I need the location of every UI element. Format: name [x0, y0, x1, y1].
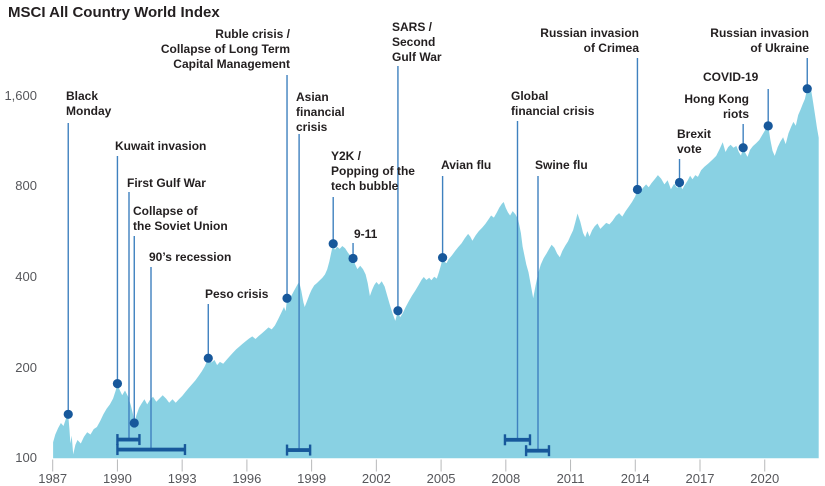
- event-label-9-11: 9-11: [354, 227, 378, 241]
- event-range-cap-swine-flu: [547, 445, 551, 457]
- event-dot-9-11: [348, 253, 358, 264]
- event-dot-avian-flu: [437, 252, 448, 263]
- event-label-90s-recession: 90’s recession: [149, 250, 232, 264]
- event-label-collapse-soviet-union: Collapse of the Soviet Union: [133, 204, 228, 233]
- event-dot-peso-crisis: [203, 353, 213, 363]
- event-range-bar-first-gulf-war: [117, 437, 140, 442]
- event-label-russian-invasion-crimea: Russian invasion of Crimea: [540, 26, 639, 55]
- event-dot-collapse-soviet-union: [129, 418, 139, 428]
- event-label-ruble-crisis-ltcm: Ruble crisis / Collapse of Long Term Capit…: [160, 27, 290, 71]
- event-label-hong-kong-riots: Hong Kong riots: [684, 92, 749, 121]
- event-dot-ruble-crisis-ltcm: [282, 293, 292, 303]
- event-label-black-monday: Black Monday: [66, 89, 112, 118]
- y-axis-label-800: 800: [15, 178, 37, 194]
- event-dot-covid-19: [763, 121, 773, 131]
- event-range-cap-first-gulf-war: [116, 434, 119, 446]
- y-axis-label-200: 200: [15, 359, 37, 375]
- event-dot-y2k-tech-bubble: [328, 239, 338, 249]
- y-axis-label-100: 100: [15, 450, 37, 466]
- event-range-bar-global-financial-crisis: [504, 437, 530, 442]
- x-axis-label-2002: 2002: [361, 471, 391, 486]
- event-label-peso-crisis: Peso crisis: [205, 287, 269, 301]
- event-label-kuwait-invasion: Kuwait invasion: [115, 139, 207, 153]
- x-axis-label-1999: 1999: [297, 471, 327, 486]
- event-label-y2k-tech-bubble: Y2K / Popping of the tech bubble: [331, 149, 415, 193]
- event-dot-sars-second-gulf-war: [393, 306, 403, 316]
- event-label-sars-second-gulf-war: SARS / Second Gulf War: [392, 20, 442, 64]
- y-axis-label-1600: 1,600: [4, 87, 37, 103]
- event-range-cap-global-financial-crisis: [503, 434, 507, 446]
- event-label-swine-flu: Swine flu: [535, 158, 588, 172]
- event-range-bar-90s-recession: [117, 447, 185, 452]
- y-axis-label-400: 400: [15, 269, 37, 284]
- x-axis-label-1993: 1993: [167, 471, 197, 486]
- index-area: [53, 87, 819, 459]
- x-axis-label-2014: 2014: [620, 471, 650, 486]
- event-label-avian-flu: Avian flu: [441, 158, 492, 172]
- event-label-asian-financial-crisis: Asian financial crisis: [296, 90, 345, 134]
- event-label-covid-19: COVID-19: [703, 70, 759, 84]
- chart-title: MSCI All Country World Index: [8, 4, 220, 21]
- event-range-bar-swine-flu: [526, 448, 549, 453]
- event-range-bar-asian-financial-crisis: [287, 448, 311, 452]
- event-range-cap-90s-recession: [116, 444, 119, 456]
- event-dot-russian-invasion-ukraine: [802, 84, 812, 94]
- event-range-cap-asian-financial-crisis: [308, 444, 312, 456]
- event-label-russian-invasion-ukraine: Russian invasion of Ukraine: [710, 26, 809, 55]
- event-dot-kuwait-invasion: [112, 379, 123, 389]
- x-axis-label-1990: 1990: [102, 471, 132, 486]
- event-dot-black-monday: [63, 409, 73, 419]
- x-axis-label-2011: 2011: [556, 471, 585, 486]
- event-label-first-gulf-war: First Gulf War: [127, 176, 206, 190]
- event-range-cap-first-gulf-war: [138, 434, 141, 446]
- event-dot-russian-invasion-crimea: [632, 184, 643, 195]
- event-label-brexit-vote: Brexit vote: [677, 127, 712, 156]
- event-range-cap-global-financial-crisis: [528, 434, 532, 446]
- event-range-cap-asian-financial-crisis: [285, 444, 289, 456]
- event-dot-hong-kong-riots: [738, 143, 748, 153]
- x-axis-label-2020: 2020: [750, 471, 780, 486]
- x-axis-label-2008: 2008: [491, 471, 521, 486]
- event-range-cap-90s-recession: [183, 444, 187, 456]
- x-axis-label-1996: 1996: [232, 471, 262, 486]
- x-axis-label-2005: 2005: [426, 471, 456, 486]
- x-axis-label-1987: 1987: [38, 471, 68, 486]
- x-axis-label-2017: 2017: [685, 471, 715, 486]
- event-label-global-financial-crisis: Global financial crisis: [511, 89, 595, 118]
- event-range-cap-swine-flu: [524, 445, 528, 457]
- event-dot-brexit-vote: [674, 177, 685, 188]
